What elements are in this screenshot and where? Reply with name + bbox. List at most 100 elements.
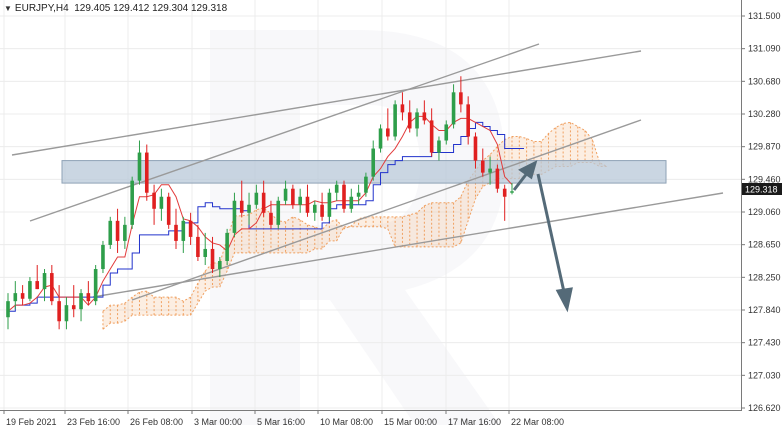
candle-body: [13, 293, 18, 302]
lower-channel-line[interactable]: [92, 192, 724, 298]
price-tick-label: 129.870: [748, 142, 781, 152]
upper-channel-line[interactable]: [11, 50, 642, 156]
candle-body: [261, 192, 266, 213]
candle-body: [429, 120, 434, 153]
time-tick-label: 5 Mar 16:00: [257, 417, 305, 427]
candle-body: [444, 124, 449, 141]
candle-body: [20, 293, 25, 299]
candle-body: [488, 168, 492, 173]
candle-body: [86, 293, 91, 302]
price-tick-label: 128.650: [748, 240, 781, 250]
candle-body: [364, 176, 368, 193]
rising-wedge-upper[interactable]: [29, 43, 540, 222]
candle-body: [283, 188, 288, 201]
price-tick-label: 127.840: [748, 305, 781, 315]
ohlc-values: 129.405 129.412 129.304 129.318: [74, 3, 228, 14]
candle-body: [510, 191, 514, 193]
collapse-triangle-icon[interactable]: ▼: [4, 4, 12, 13]
candle-body: [28, 281, 32, 299]
candle-body: [312, 204, 317, 213]
candle-body: [422, 112, 427, 121]
price-tick-label: 128.250: [748, 272, 781, 282]
candle-body: [459, 92, 463, 105]
candle-body: [123, 224, 127, 241]
candle-body: [247, 204, 251, 213]
time-axis[interactable]: 19 Feb 2021 23 Feb 16:00 26 Feb 08:00 3 Mar…: [3, 410, 564, 427]
candle-body: [50, 273, 54, 302]
candle-body: [35, 281, 40, 290]
candle-body: [276, 200, 281, 225]
decline-arrow-head: [555, 287, 573, 313]
price-axis[interactable]: 131.500 131.090 130.680 130.280 129.870 129.4…: [741, 11, 781, 413]
candle-body: [79, 293, 83, 310]
candle-body: [42, 273, 47, 290]
price-tick-label: 129.460: [748, 174, 781, 184]
price-tick-label: 130.280: [748, 109, 781, 119]
candle-body: [203, 248, 208, 257]
candle-body: [174, 224, 178, 241]
candle-body: [400, 104, 405, 113]
candlestick-series: [6, 76, 514, 330]
forecast-arrows[interactable]: [512, 160, 573, 313]
price-tick-label: 130.680: [748, 76, 781, 86]
candle-body: [466, 104, 470, 137]
tenkan-sen-line: [7, 115, 513, 312]
candle-body: [342, 184, 346, 209]
candle-body: [349, 196, 354, 209]
candle-body: [181, 220, 186, 241]
chart-title: ▼ EURJPY,H4 129.405 129.412 129.304 129.3…: [4, 3, 227, 14]
candle-body: [495, 168, 500, 189]
candle-body: [137, 152, 142, 181]
time-tick-label: 10 Mar 08:00: [320, 417, 373, 427]
candle-body: [225, 232, 229, 261]
candle-body: [232, 200, 237, 233]
candle-body: [196, 236, 200, 257]
candle-body: [356, 192, 361, 197]
candle-body: [291, 188, 295, 205]
candle-body: [480, 160, 485, 173]
decline-arrow[interactable]: [536, 173, 566, 293]
candle-body: [305, 196, 310, 213]
candle-body: [152, 192, 156, 209]
candle-body: [269, 212, 273, 225]
candle-body: [298, 196, 302, 205]
candle-body: [451, 92, 456, 125]
candle-body: [71, 305, 76, 310]
candle-body: [334, 184, 339, 193]
rising-wedge-lower[interactable]: [131, 119, 642, 301]
candle-body: [115, 220, 120, 241]
candle-body: [57, 301, 61, 322]
candle-body: [210, 248, 215, 270]
candle-body: [93, 269, 98, 302]
candle-body: [6, 301, 10, 318]
candle-body: [327, 192, 332, 217]
current-price-value: 129.318: [745, 185, 778, 195]
candle-body: [144, 152, 149, 193]
trendlines[interactable]: [11, 43, 724, 301]
candle-body: [218, 261, 222, 270]
candle-body: [101, 244, 105, 270]
price-tick-label: 129.060: [748, 207, 781, 217]
candle-body: [159, 196, 164, 209]
price-tick-label: 131.090: [748, 44, 781, 54]
price-tick-label: 127.430: [748, 338, 781, 348]
candle-body: [502, 188, 507, 197]
candle-body: [64, 305, 69, 322]
rebound-arrow-head: [518, 160, 538, 180]
candle-body: [378, 128, 383, 149]
candle-body: [130, 180, 134, 225]
time-tick-label: 17 Mar 16:00: [448, 417, 501, 427]
price-tick-label: 127.030: [748, 370, 781, 380]
time-tick-label: 3 Mar 00:00: [194, 417, 242, 427]
candle-body: [386, 128, 390, 137]
time-tick-label: 23 Feb 16:00: [67, 417, 120, 427]
candle-body: [239, 200, 244, 213]
time-tick-label: 26 Feb 08:00: [130, 417, 183, 427]
candle-body: [254, 192, 259, 205]
candle-body: [415, 112, 419, 129]
current-price-tag: 129.318: [742, 183, 782, 195]
resistance-zone[interactable]: [61, 160, 667, 184]
